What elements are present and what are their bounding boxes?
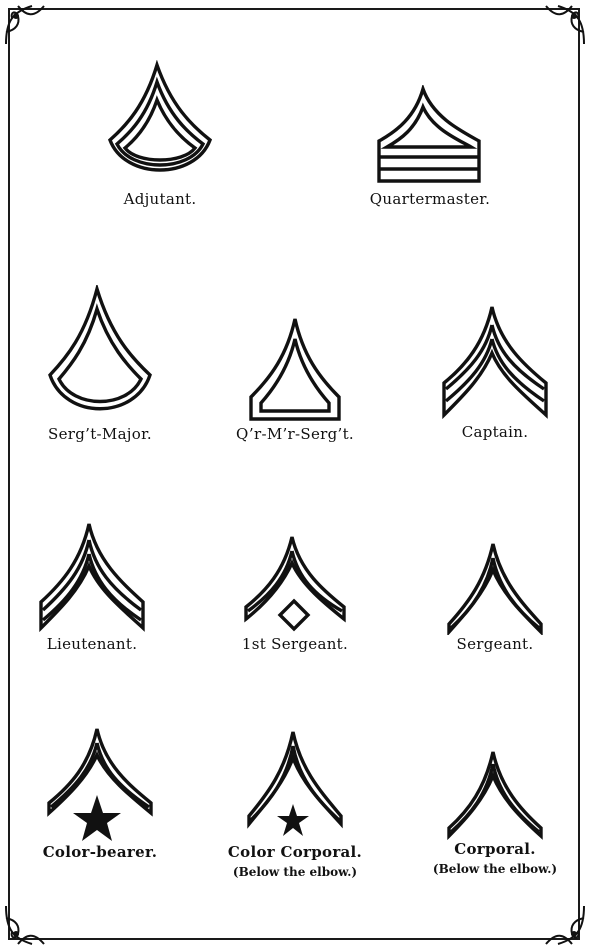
chevron-double-icon (447, 751, 543, 840)
page-border (8, 8, 580, 940)
insignia-adjutant: Adjutant. (80, 60, 240, 208)
chevron-bars-icon (377, 85, 481, 183)
corner-ornament-icon (545, 905, 585, 945)
corner-ornament-icon (5, 905, 45, 945)
corner-ornament-icon (5, 5, 45, 45)
chevron-small-star-icon (247, 731, 343, 836)
chevron-arc-icon (48, 285, 152, 411)
chevron-triangle-icon (249, 318, 341, 421)
insignia-label: Quartermaster. (369, 190, 491, 208)
chevron-three-bars-icon (442, 306, 548, 420)
insignia-sergeant: Sergeant. (425, 540, 565, 653)
insignia-first-sergeant: 1st Sergeant. (220, 533, 370, 653)
insignia-serg-major: Serg’t-Major. (30, 285, 170, 443)
insignia-lieutenant: Lieutenant. (22, 520, 162, 653)
insignia-note: (Below the elbow.) (232, 865, 358, 879)
insignia-label: 1st Sergeant. (241, 635, 349, 653)
insignia-color-corporal: Color Corporal. (Below the elbow.) (220, 728, 370, 879)
insignia-corporal: Corporal. (Below the elbow.) (415, 748, 575, 876)
insignia-quartermaster: Quartermaster. (345, 85, 515, 208)
corner-ornament-icon (545, 5, 585, 45)
chevron-arc-icon (107, 60, 213, 172)
insignia-qr-mr-sergt: Q’r-M’r-Serg’t. (215, 315, 375, 443)
insignia-captain: Captain. (425, 303, 565, 441)
insignia-label: Serg’t-Major. (48, 425, 152, 443)
insignia-label: Captain. (461, 423, 529, 441)
insignia-label: Adjutant. (123, 190, 197, 208)
chevron-three-icon (39, 523, 145, 633)
chevron-double-icon (447, 543, 543, 635)
insignia-color-bearer: Color-bearer. (30, 725, 170, 861)
chevron-diamond-icon (244, 536, 346, 632)
insignia-label: Sergeant. (456, 635, 534, 653)
insignia-label: Q’r-M’r-Serg’t. (236, 425, 354, 443)
insignia-label: Lieutenant. (46, 635, 138, 653)
chevron-star-icon (47, 728, 153, 841)
insignia-label: Corporal. (454, 840, 536, 858)
insignia-note: (Below the elbow.) (432, 862, 558, 876)
insignia-label: Color-bearer. (42, 843, 158, 861)
insignia-label: Color Corporal. (227, 843, 363, 861)
